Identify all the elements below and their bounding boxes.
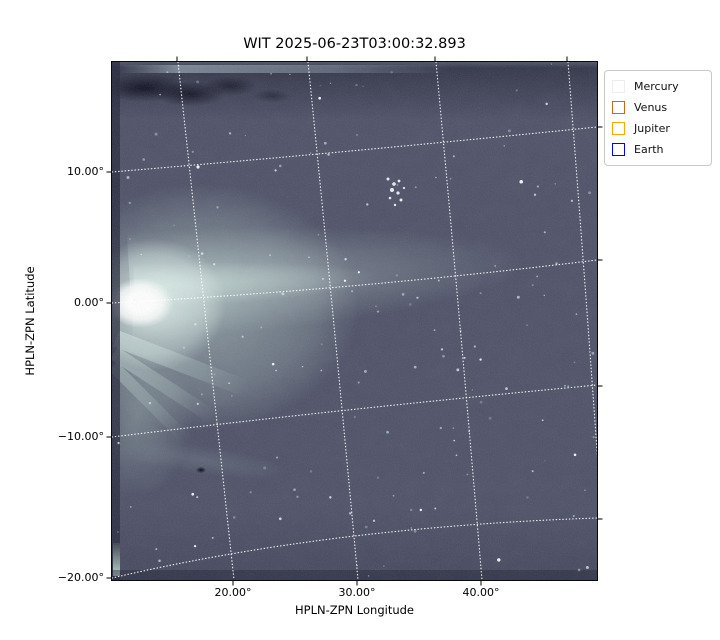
gridline-latitude--10: [112, 384, 597, 438]
gridline-longitude-50: [567, 62, 597, 459]
legend-item-venus: Venus: [612, 97, 705, 118]
bottom-left-bright-streak: [113, 543, 120, 576]
x-tick-label-30: 30.00°: [338, 586, 376, 599]
gridline-longitude-20: [177, 62, 235, 580]
streamer-ray: [112, 330, 269, 404]
legend-item-mercury: Mercury: [612, 76, 705, 97]
legend-label-jupiter: Jupiter: [634, 122, 670, 135]
earth-swatch-icon: [612, 143, 625, 156]
y-tick-label-10: 10.00°: [67, 165, 104, 178]
bright-source-core: [112, 272, 182, 334]
gridline-longitude-40: [435, 62, 483, 580]
bright-source-outer-glow: [112, 142, 412, 472]
plot-area: [111, 61, 598, 581]
y-tick-label-0: 0.00°: [74, 296, 104, 309]
faint-wisp: [112, 426, 314, 494]
legend-label-earth: Earth: [634, 143, 664, 156]
x-tick-label-40: 40.00°: [462, 586, 500, 599]
streamer-ray: [112, 347, 234, 435]
bright-source-mid-halo: [112, 222, 244, 387]
jupiter-swatch-icon: [612, 122, 625, 135]
left-edge-dark-strip: [112, 62, 120, 580]
plot-title: WIT 2025-06-23T03:00:32.893: [243, 36, 466, 52]
x-axis-label: HPLN-ZPN Longitude: [294, 603, 414, 617]
legend: Mercury Venus Jupiter Earth: [604, 70, 712, 166]
comet-tail-main: [126, 193, 597, 347]
mercury-swatch-icon: [612, 80, 625, 93]
legend-item-earth: Earth: [612, 139, 705, 160]
bright-source-lower-glow: [112, 312, 212, 522]
gridline-latitude-10: [112, 126, 597, 173]
y-tick-label--20: −20.00°: [57, 571, 104, 584]
noise-overlay: [112, 62, 597, 580]
image-base-gradient: [112, 62, 597, 580]
y-tick-label--10: −10.00°: [57, 430, 104, 443]
top-edge-light-streak: [118, 65, 448, 73]
legend-item-jupiter: Jupiter: [612, 118, 705, 139]
dark-speck-artifact: [196, 467, 206, 473]
top-edge-dark-artifacts: [112, 62, 597, 120]
comet-tail-upper: [133, 247, 445, 314]
top-edge-light-band: [112, 62, 597, 68]
gridline-latitude-0: [112, 259, 597, 304]
gridline-latitude--20: [112, 517, 597, 579]
grid-overlay: [112, 62, 597, 580]
venus-swatch-icon: [612, 101, 625, 114]
star-field: [117, 63, 595, 577]
x-tick-label-20: 20.00°: [214, 586, 252, 599]
legend-label-venus: Venus: [634, 101, 668, 114]
streamer-ray: [112, 361, 201, 454]
legend-label-mercury: Mercury: [634, 80, 679, 93]
bottom-edge-dark-band: [112, 570, 597, 580]
gridline-longitude-30: [307, 62, 359, 580]
y-axis-label: HPLN-ZPN Latitude: [23, 266, 37, 376]
